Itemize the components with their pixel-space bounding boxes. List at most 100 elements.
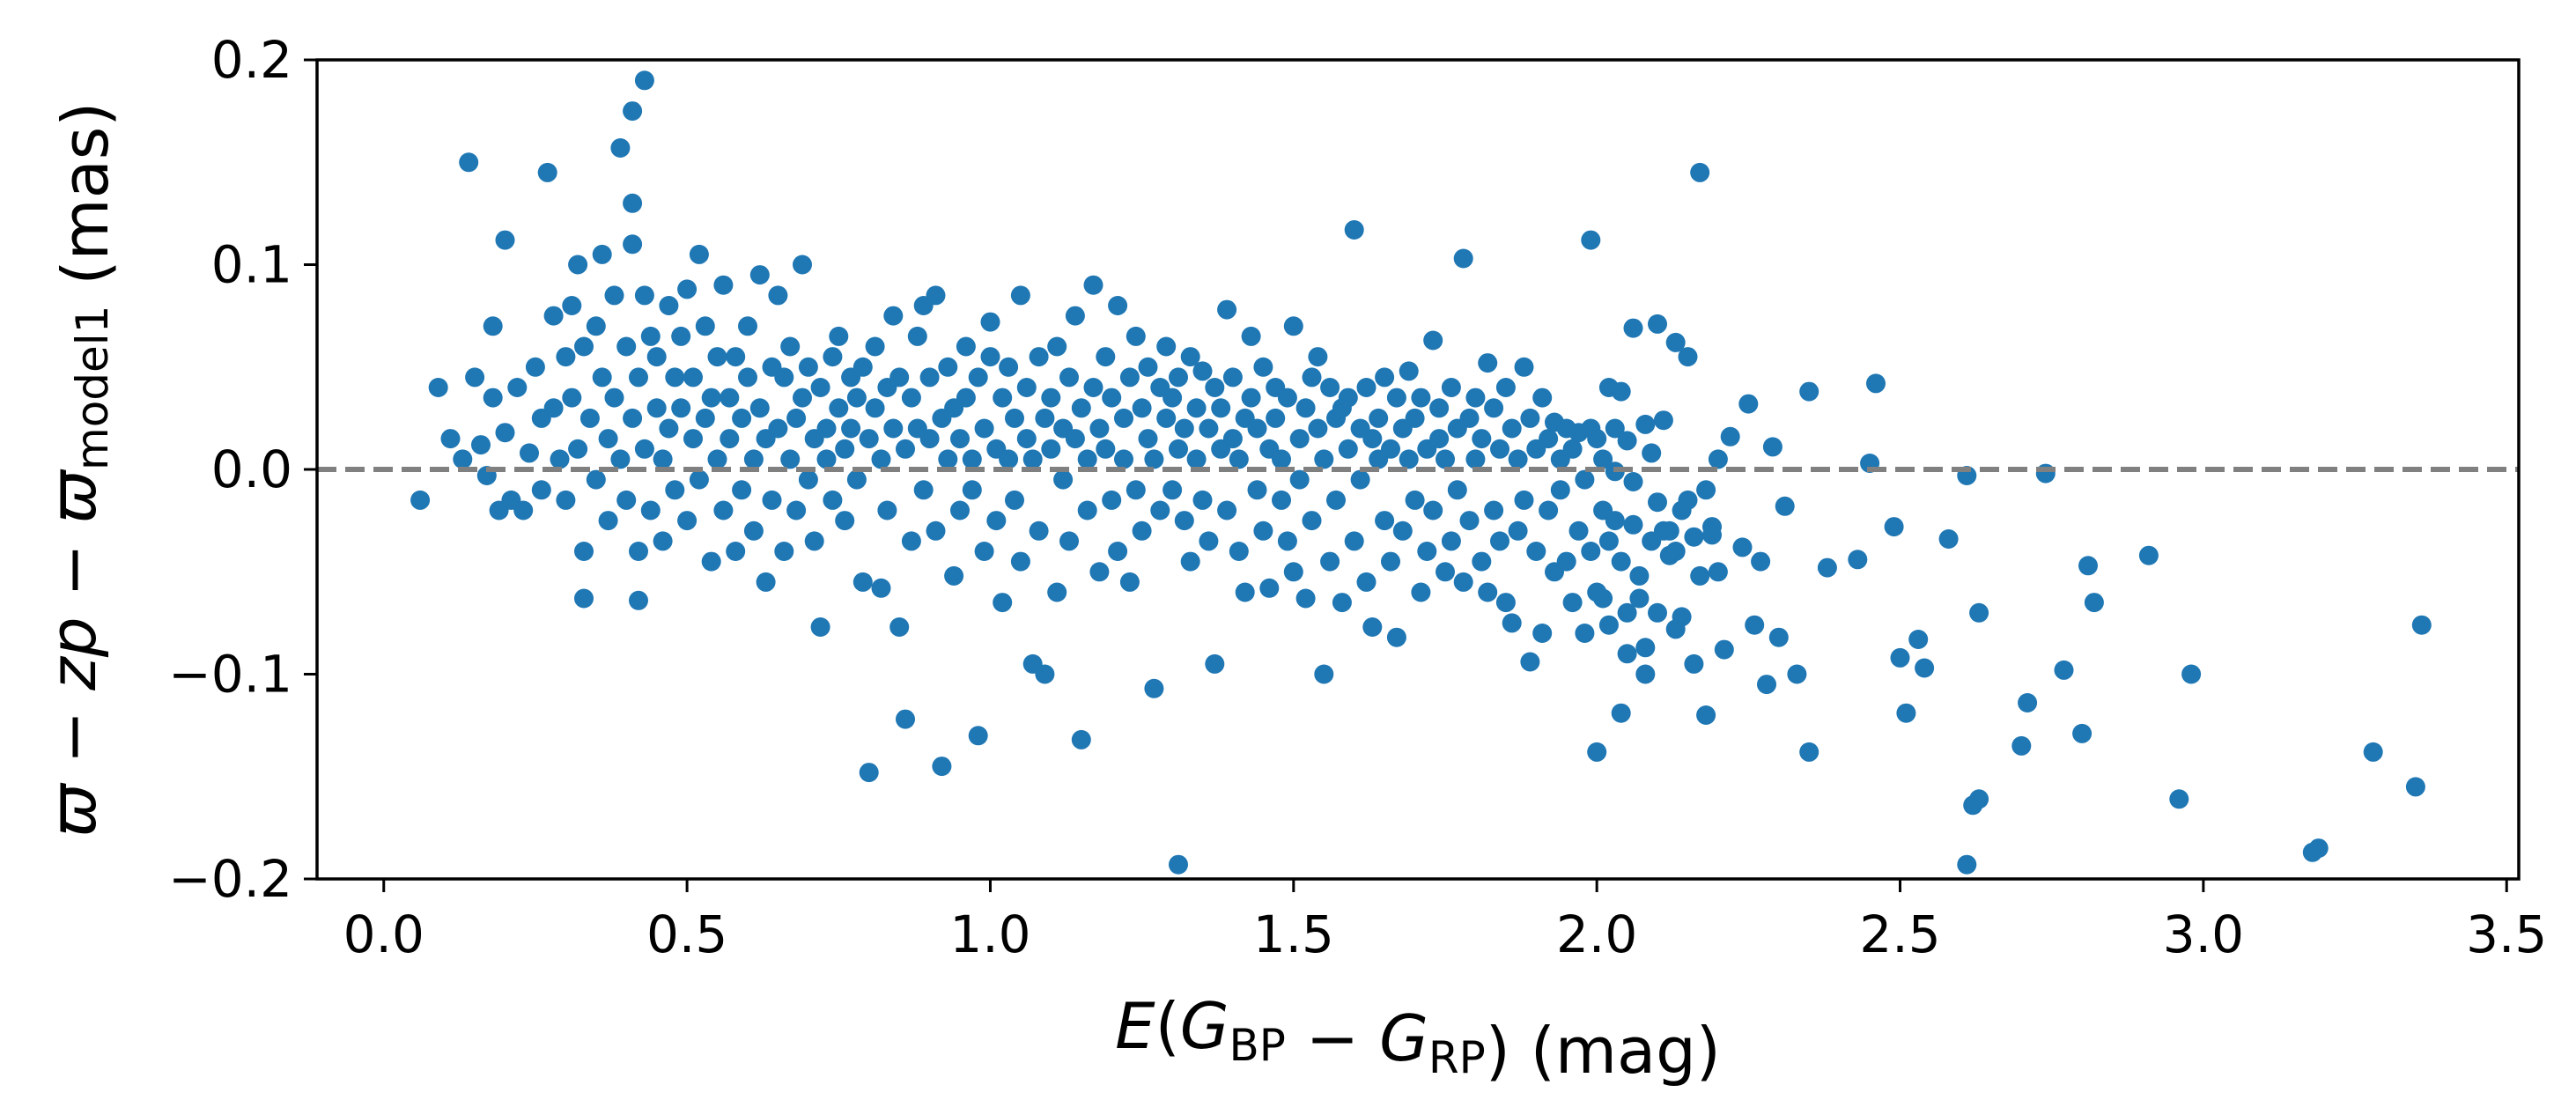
data-point xyxy=(1520,408,1540,428)
data-point xyxy=(1338,439,1358,459)
data-point xyxy=(483,316,503,336)
data-point xyxy=(1539,500,1559,520)
data-point xyxy=(1041,388,1061,408)
data-point xyxy=(720,429,740,449)
x-tick-label: 2.5 xyxy=(1859,904,1940,964)
data-point xyxy=(932,757,952,777)
data-point xyxy=(1423,500,1443,520)
data-point xyxy=(1138,429,1158,449)
data-point xyxy=(919,429,940,449)
data-point xyxy=(1119,367,1140,388)
data-point xyxy=(683,429,703,449)
data-point xyxy=(841,418,861,439)
data-point xyxy=(629,542,648,561)
data-point xyxy=(1205,653,1225,674)
data-point xyxy=(1605,418,1625,439)
data-point xyxy=(1016,378,1037,397)
data-point xyxy=(543,398,564,418)
data-point xyxy=(749,265,770,285)
data-point xyxy=(1041,439,1061,459)
data-point xyxy=(713,500,734,520)
data-point xyxy=(671,326,691,346)
data-point xyxy=(793,388,812,408)
data-point xyxy=(1514,357,1534,377)
data-point xyxy=(768,418,788,439)
data-point xyxy=(1272,490,1291,510)
data-point xyxy=(1611,703,1631,723)
data-point xyxy=(1453,572,1473,592)
data-point xyxy=(1247,480,1267,500)
data-point xyxy=(1059,531,1079,551)
data-point xyxy=(2181,664,2202,684)
data-point xyxy=(1266,408,1286,428)
data-point xyxy=(520,443,539,463)
data-point xyxy=(543,306,564,326)
plot-area xyxy=(315,58,2521,881)
data-point xyxy=(1156,408,1177,428)
data-point xyxy=(1429,398,1450,418)
data-point xyxy=(653,531,673,551)
data-point xyxy=(1192,490,1213,510)
data-point xyxy=(616,336,637,357)
data-point xyxy=(1459,511,1480,531)
data-point xyxy=(883,418,904,439)
data-point xyxy=(1617,644,1637,664)
data-point xyxy=(471,435,491,455)
data-point xyxy=(634,285,654,306)
data-point xyxy=(810,617,830,637)
data-point xyxy=(610,449,631,469)
data-point xyxy=(1665,332,1686,352)
data-point xyxy=(1375,367,1395,388)
data-point xyxy=(846,388,867,408)
data-point xyxy=(1399,449,1419,469)
data-point xyxy=(1089,562,1110,582)
y-axis: −0.2 −0.1 0.0 0.1 0.2 xyxy=(168,30,317,909)
data-point xyxy=(1253,357,1273,377)
data-point xyxy=(695,316,715,336)
data-point xyxy=(974,542,994,561)
data-point xyxy=(1295,398,1316,418)
data-point xyxy=(459,152,479,173)
data-point xyxy=(1229,449,1249,469)
data-point xyxy=(1174,418,1194,439)
data-point xyxy=(1848,550,1868,570)
data-point xyxy=(586,469,606,490)
data-point xyxy=(1411,388,1431,408)
data-point xyxy=(1010,285,1030,306)
data-point xyxy=(1465,388,1486,408)
data-point xyxy=(1180,551,1200,572)
data-point xyxy=(1362,429,1383,449)
data-point xyxy=(1071,398,1091,418)
data-point xyxy=(1453,248,1473,269)
data-point xyxy=(598,511,618,531)
data-point xyxy=(610,138,631,158)
data-point xyxy=(537,162,557,182)
data-point xyxy=(1059,367,1079,388)
data-point xyxy=(568,439,588,459)
data-point xyxy=(762,490,782,510)
data-point xyxy=(743,449,764,469)
data-point xyxy=(901,531,921,551)
data-point xyxy=(1302,511,1322,531)
data-point xyxy=(671,398,691,418)
data-point xyxy=(2011,735,2032,756)
data-point xyxy=(823,347,843,367)
data-point xyxy=(1102,490,1122,510)
data-point xyxy=(1617,431,1637,451)
x-tick-label: 2.0 xyxy=(1556,904,1637,964)
data-point xyxy=(1635,664,1656,684)
data-point xyxy=(2035,463,2056,484)
data-point xyxy=(1508,449,1528,469)
data-point xyxy=(646,347,667,367)
data-point xyxy=(1199,531,1219,551)
data-point xyxy=(883,306,904,326)
data-point xyxy=(653,449,673,469)
data-point xyxy=(1102,388,1122,408)
data-point xyxy=(1441,378,1461,397)
data-point xyxy=(1478,353,1498,373)
data-point xyxy=(1010,551,1030,572)
data-point xyxy=(786,500,807,520)
data-point xyxy=(2018,693,2038,712)
data-point xyxy=(1539,429,1559,449)
data-point xyxy=(1678,347,1698,367)
